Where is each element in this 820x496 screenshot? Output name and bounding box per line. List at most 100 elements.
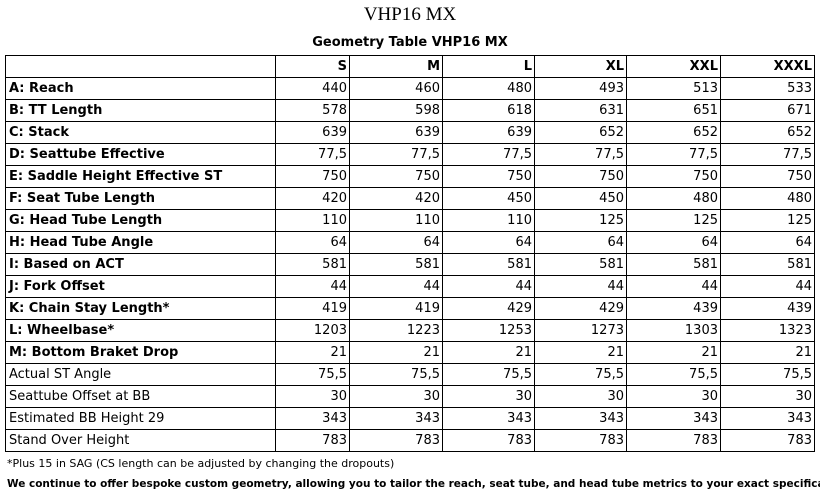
table-cell: 783 <box>349 429 443 452</box>
table-cell: 652 <box>626 121 721 144</box>
table-cell: 639 <box>349 121 443 144</box>
table-cell: 750 <box>720 165 815 188</box>
row-label: D: Seattube Effective <box>5 143 276 166</box>
table-cell: 30 <box>534 385 627 408</box>
table-cell: 639 <box>442 121 535 144</box>
row-label: G: Head Tube Length <box>5 209 276 232</box>
table-cell: 639 <box>275 121 350 144</box>
table-cell: 21 <box>720 341 815 364</box>
table-cell: 783 <box>720 429 815 452</box>
table-title: Geometry Table VHP16 MX <box>312 35 508 50</box>
table-cell: 77,5 <box>275 143 350 166</box>
table-cell: 21 <box>275 341 350 364</box>
table-cell: 533 <box>720 77 815 100</box>
table-cell: 419 <box>275 297 350 320</box>
table-cell: 1273 <box>534 319 627 342</box>
table-cell: 343 <box>626 407 721 430</box>
table-cell: 110 <box>349 209 443 232</box>
table-cell: 1303 <box>626 319 721 342</box>
table-cell: 64 <box>534 231 627 254</box>
table-row: Stand Over Height 783 783 783 783 783 783 <box>5 429 815 452</box>
table-cell: 578 <box>275 99 350 122</box>
table-cell: 343 <box>349 407 443 430</box>
table-cell: 21 <box>442 341 535 364</box>
table-cell: 30 <box>275 385 350 408</box>
row-label: C: Stack <box>5 121 276 144</box>
table-cell: 783 <box>275 429 350 452</box>
table-cell: 77,5 <box>626 143 721 166</box>
row-label: Seattube Offset at BB <box>5 385 276 408</box>
table-cell: 30 <box>720 385 815 408</box>
table-cell: 77,5 <box>534 143 627 166</box>
table-cell: 1323 <box>720 319 815 342</box>
bespoke-note: We continue to offer bespoke custom geom… <box>7 478 820 490</box>
header-size-cell: S <box>275 55 350 78</box>
table-cell: 750 <box>442 165 535 188</box>
table-cell: 44 <box>349 275 443 298</box>
row-label: H: Head Tube Angle <box>5 231 276 254</box>
table-cell: 450 <box>534 187 627 210</box>
row-label: Stand Over Height <box>5 429 276 452</box>
table-cell: 429 <box>442 297 535 320</box>
table-cell: 598 <box>349 99 443 122</box>
table-cell: 343 <box>442 407 535 430</box>
table-cell: 480 <box>626 187 721 210</box>
table-row: F: Seat Tube Length 420 420 450 450 480 480 <box>5 187 815 210</box>
table-cell: 750 <box>349 165 443 188</box>
table-cell: 75,5 <box>349 363 443 386</box>
table-cell: 420 <box>275 187 350 210</box>
row-label: A: Reach <box>5 77 276 100</box>
header-size-cell: M <box>349 55 443 78</box>
table-cell: 783 <box>442 429 535 452</box>
row-label: F: Seat Tube Length <box>5 187 276 210</box>
table-cell: 44 <box>442 275 535 298</box>
table-cell: 750 <box>275 165 350 188</box>
geometry-table: S M L XL XXL XXXL A: Reach 440 460 480 493 513 533 B:… <box>5 55 815 452</box>
table-row: Seattube Offset at BB 30 30 30 30 30 30 <box>5 385 815 408</box>
table-row: Estimated BB Height 29 343 343 343 343 343 343 <box>5 407 815 430</box>
table-cell: 110 <box>442 209 535 232</box>
table-cell: 21 <box>626 341 721 364</box>
table-row: B: TT Length 578 598 618 631 651 671 <box>5 99 815 122</box>
table-cell: 110 <box>275 209 350 232</box>
table-row: E: Saddle Height Effective ST 750 750 750 75… <box>5 165 815 188</box>
table-cell: 581 <box>442 253 535 276</box>
table-cell: 439 <box>720 297 815 320</box>
row-label: I: Based on ACT <box>5 253 276 276</box>
table-cell: 343 <box>534 407 627 430</box>
table-cell: 64 <box>275 231 350 254</box>
table-row: I: Based on ACT 581 581 581 581 581 581 <box>5 253 815 276</box>
table-cell: 1203 <box>275 319 350 342</box>
table-cell: 631 <box>534 99 627 122</box>
row-label: M: Bottom Braket Drop <box>5 341 276 364</box>
table-cell: 30 <box>442 385 535 408</box>
table-cell: 64 <box>442 231 535 254</box>
table-row: K: Chain Stay Length* 419 419 429 429 439 439 <box>5 297 815 320</box>
table-row: Actual ST Angle 75,5 75,5 75,5 75,5 75,5 75,5 <box>5 363 815 386</box>
table-cell: 783 <box>626 429 721 452</box>
table-cell: 652 <box>534 121 627 144</box>
table-cell: 581 <box>275 253 350 276</box>
table-cell: 513 <box>626 77 721 100</box>
table-cell: 44 <box>534 275 627 298</box>
table-cell: 493 <box>534 77 627 100</box>
table-cell: 21 <box>349 341 443 364</box>
table-cell: 30 <box>626 385 721 408</box>
table-row: L: Wheelbase* 1203 1223 1253 1273 1303 1323 <box>5 319 815 342</box>
table-cell: 77,5 <box>442 143 535 166</box>
table-cell: 1223 <box>349 319 443 342</box>
table-row: G: Head Tube Length 110 110 110 125 125 125 <box>5 209 815 232</box>
row-label: L: Wheelbase* <box>5 319 276 342</box>
table-cell: 64 <box>349 231 443 254</box>
table-cell: 440 <box>275 77 350 100</box>
table-cell: 460 <box>349 77 443 100</box>
table-cell: 75,5 <box>626 363 721 386</box>
footnote: *Plus 15 in SAG (CS length can be adjust… <box>7 457 395 470</box>
table-cell: 783 <box>534 429 627 452</box>
table-row: D: Seattube Effective 77,5 77,5 77,5 77,5 77,… <box>5 143 815 166</box>
table-cell: 64 <box>626 231 721 254</box>
table-cell: 64 <box>720 231 815 254</box>
table-cell: 750 <box>626 165 721 188</box>
table-row: J: Fork Offset 44 44 44 44 44 44 <box>5 275 815 298</box>
table-cell: 450 <box>442 187 535 210</box>
